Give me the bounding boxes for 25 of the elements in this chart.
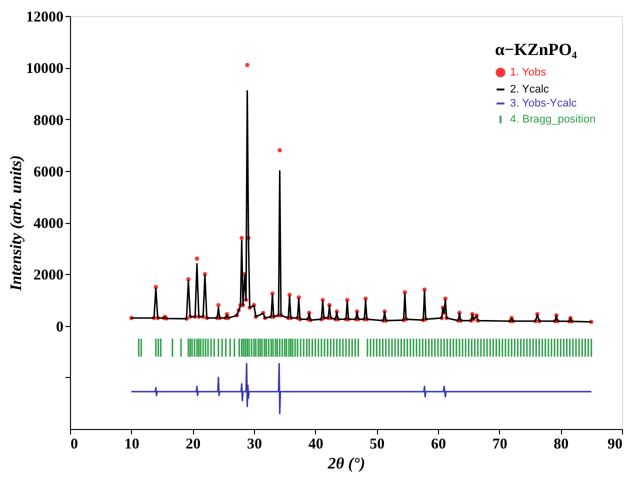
legend-title: α−KZnPO₄ [495, 40, 577, 59]
y-tick-label: 12000 [26, 10, 64, 26]
x-tick-label: 90 [608, 436, 622, 452]
legend-label: 1. Yobs [510, 66, 547, 78]
x-tick-label: 0 [70, 436, 78, 452]
x-tick-label: 50 [370, 436, 385, 452]
y-tick-label: 8000 [34, 112, 64, 129]
y-tick-label: 4000 [34, 216, 64, 232]
x-tick-label: 40 [308, 436, 324, 452]
y-tick-label: 6000 [34, 164, 64, 180]
line-series [130, 362, 592, 414]
x-tick-label: 10 [124, 436, 140, 452]
x-tick-label: 20 [186, 436, 201, 452]
legend-label: 4. Bragg_position [510, 114, 596, 126]
y-axis-title: Intensity (arb. units) [8, 155, 25, 292]
x-tick-label: 70 [492, 436, 508, 452]
y-tick-label: 2000 [34, 268, 64, 284]
x-tick-label: 30 [247, 436, 262, 452]
x-axis-title: 2θ (°) [326, 456, 366, 472]
legend-label: 2. Ycalc [510, 84, 550, 96]
legend-label: 3. Yobs-Ycalc [510, 98, 578, 110]
y-tick-label: 10000 [26, 61, 64, 78]
x-tick-label: 80 [554, 436, 569, 452]
y-tick-label: 0 [56, 319, 64, 336]
x-tick-label: 60 [431, 436, 446, 452]
